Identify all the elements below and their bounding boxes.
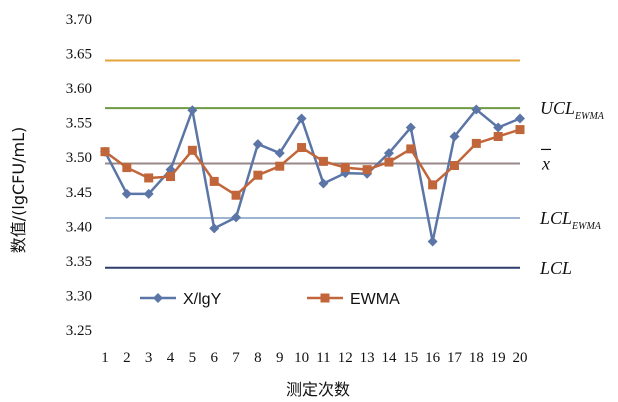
x-tick-label: 5 [189,350,197,366]
y-tick-label: 3.50 [66,150,92,166]
series-layer [100,104,525,247]
legend-marker [153,293,163,303]
x-tick-label: 13 [360,350,375,366]
data-point [362,165,372,175]
data-point [318,156,328,166]
data-point [187,145,197,155]
x-tick-label: 12 [338,350,353,366]
y-tick-label: 3.60 [66,81,92,97]
series-line [103,108,521,243]
reference-label-subscript: EWMA [574,111,605,122]
x-axis-title: 测定次数 [286,380,350,399]
series-x-lgy [100,104,525,247]
x-tick-label: 3 [145,350,153,366]
data-point [100,147,110,157]
x-tick-label: 20 [513,350,528,366]
data-point [187,105,198,116]
data-point [318,178,329,189]
reference-lines [105,59,520,269]
x-axis-ticks: 1 2 3 4 5 6 7 8 9 10 11 12 13 14 15 16 17 18 19 20 [101,350,527,366]
data-point [427,236,438,247]
reference-label-mean: x [541,153,550,173]
data-point [297,143,307,153]
x-tick-label: 16 [425,350,441,366]
data-point [515,125,525,135]
legend-item: EWMA [307,291,400,308]
series-ewma [100,125,525,200]
legend-label: EWMA [350,291,400,308]
data-point [252,139,263,150]
data-point [166,172,176,182]
reference-label-text: LCL [539,258,572,278]
data-point [231,212,242,223]
y-tick-label: 3.55 [66,116,92,132]
y-tick-label: 3.25 [66,323,92,339]
data-point [274,148,285,159]
x-tick-label: 14 [381,350,397,366]
y-axis-title: 数值/(lgCFU/mL) [9,127,28,253]
data-point [383,148,394,159]
y-tick-label: 3.35 [66,254,92,270]
data-point [253,170,263,180]
reference-label-lcl: LCL [539,258,572,278]
legend-label: X/lgY [183,291,222,308]
data-point [449,161,459,171]
x-tick-label: 2 [123,350,131,366]
data-point [122,163,132,173]
data-point [493,131,503,141]
data-point [471,138,481,148]
reference-label-text: x [541,153,550,173]
data-point [231,190,241,200]
y-tick-label: 3.45 [66,185,92,201]
y-tick-label: 3.65 [66,47,92,63]
data-point [209,176,219,186]
x-tick-label: 9 [276,350,284,366]
x-tick-label: 8 [254,350,262,366]
reference-label-subscript: EWMA [571,221,602,232]
data-point [143,188,154,199]
data-point [296,113,307,124]
y-tick-label: 3.70 [66,12,92,28]
x-tick-label: 19 [491,350,506,366]
y-tick-label: 3.30 [66,288,92,304]
data-point [471,104,482,115]
data-point [406,144,416,154]
x-tick-label: 10 [294,350,309,366]
data-point [340,163,350,173]
reference-label-text: LCL [539,208,572,228]
data-point [384,157,394,167]
x-tick-label: 1 [101,350,109,366]
data-point [144,173,154,183]
x-tick-label: 11 [316,350,330,366]
x-tick-label: 15 [403,350,418,366]
y-axis-ticks: 3.25 3.30 3.35 3.40 3.45 3.50 3.55 3.60 3.65 3.70 [66,12,92,339]
data-point [405,122,416,133]
legend-item: X/lgY [140,291,222,308]
reference-label-lcl-ewma: LCLEWMA [539,208,602,232]
x-tick-label: 7 [232,350,240,366]
data-point [515,113,525,124]
x-tick-label: 17 [447,350,463,366]
legend-marker [320,293,330,303]
y-tick-label: 3.40 [66,219,92,235]
x-tick-label: 18 [469,350,484,366]
x-tick-label: 4 [167,350,175,366]
data-point [275,161,285,171]
data-point [428,180,438,190]
legend: X/lgY EWMA [140,291,400,308]
data-point [121,188,132,199]
data-point [449,131,460,142]
reference-label-text: UCL [540,98,575,118]
data-point [493,122,504,133]
x-tick-label: 6 [210,350,218,366]
reference-label-ucl-ewma: UCLEWMA [540,98,605,122]
data-point [209,223,220,234]
